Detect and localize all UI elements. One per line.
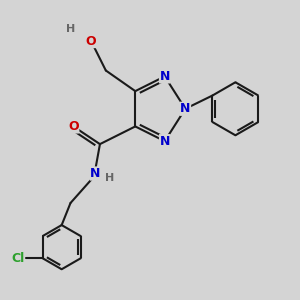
Text: H: H xyxy=(66,24,75,34)
Text: Cl: Cl xyxy=(11,252,24,265)
Text: N: N xyxy=(160,135,170,148)
Text: H: H xyxy=(105,173,114,183)
Text: O: O xyxy=(68,120,79,133)
Text: O: O xyxy=(86,34,96,48)
Text: N: N xyxy=(90,167,101,180)
Text: N: N xyxy=(180,102,190,115)
Text: N: N xyxy=(160,70,170,83)
